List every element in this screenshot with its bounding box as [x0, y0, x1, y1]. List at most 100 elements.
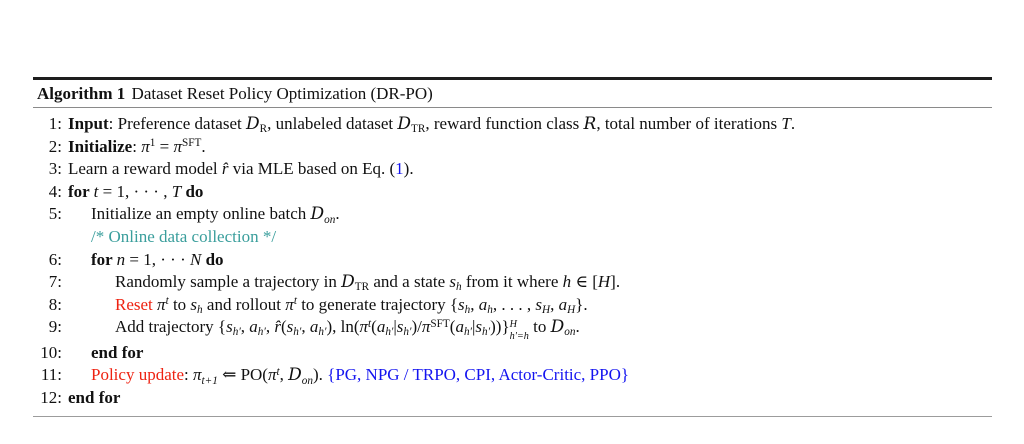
line-content: Reset πt to sh and rollout πt to generat… [68, 294, 588, 316]
text-segment: SFT [181, 136, 202, 149]
algorithm-line: 3: Learn a reward model r̂ via MLE based … [33, 158, 992, 181]
text-segment: π [193, 365, 202, 385]
text-segment: h′ [232, 326, 241, 339]
text-segment: Initialize [68, 136, 133, 156]
text-segment: on [324, 213, 336, 226]
comment-line: /* Online data collection */ [33, 226, 992, 249]
text-segment: h [487, 303, 493, 316]
algorithm-header: Algorithm 1 Dataset Reset Policy Optimiz… [33, 80, 992, 107]
text-segment: t [276, 365, 280, 378]
text-segment: h′ [385, 326, 394, 339]
text-segment: Reset [115, 294, 153, 314]
algorithm-line: 5: Initialize an empty online batch Don. [33, 203, 992, 226]
line-content: for t = 1, · · · , T do [68, 182, 203, 201]
text-segment: , unlabeled dataset [267, 114, 398, 133]
algorithm-line: 4: for t = 1, · · · , T do [33, 181, 992, 204]
text-segment: , [240, 317, 250, 337]
line-content: Initialize an empty online batch Don. [68, 204, 340, 226]
text-segment: on [301, 374, 313, 387]
text-segment: }. [575, 294, 588, 314]
text-segment: . [575, 317, 580, 337]
text-segment: h [197, 303, 203, 316]
text-segment: s [458, 294, 465, 314]
algorithm-line: 6: for n = 1, · · · N do [33, 249, 992, 272]
line-content: Input: Preference dataset DR, unlabeled … [68, 114, 795, 136]
text-segment: = [155, 136, 174, 156]
text-segment: ). [312, 365, 328, 385]
text-segment: SFT [430, 317, 450, 330]
text-segment: s [396, 317, 404, 337]
text-segment: a [309, 317, 319, 337]
text-segment: TR [411, 123, 426, 136]
algorithm-label: Algorithm 1 [37, 83, 126, 103]
text-segment: T [171, 181, 182, 201]
line-number: 5: [48, 204, 62, 224]
text-segment: , [550, 294, 559, 314]
line-content: Add trajectory {sh′, ah′, r̂(sh′, ah′), … [68, 317, 580, 341]
text-segment: and rollout [202, 294, 286, 314]
text-segment: a [478, 294, 488, 314]
line-number: 1: [48, 114, 62, 133]
text-segment: h′ [482, 326, 491, 339]
text-segment: via MLE based on Eq. ( [228, 159, 396, 179]
text-segment: ))} [490, 317, 510, 337]
line-number: 8: [48, 294, 62, 314]
text-segment: H [567, 303, 576, 316]
text-segment: Initialize an empty online batch [91, 204, 311, 224]
text-segment: : Preference dataset [108, 114, 246, 133]
line-number: 2: [48, 136, 62, 156]
text-segment: end for [68, 388, 121, 408]
algorithm-line: 11: Policy update: πt+1 ⇐ PO(πt, Don). {P… [33, 364, 992, 387]
text-segment: )/ [411, 317, 422, 337]
text-segment: . [201, 136, 206, 156]
text-segment: T [781, 114, 791, 133]
text-segment: a [249, 317, 258, 337]
text-segment: Learn a reward model [68, 159, 222, 179]
header-rule [33, 106, 992, 108]
line-number: 4: [48, 181, 62, 201]
text-segment: TR [354, 281, 370, 294]
text-segment: for [91, 249, 117, 269]
line-number: 11: [40, 365, 62, 385]
text-segment: , total number of iterations [596, 114, 782, 133]
text-segment: t [93, 181, 99, 201]
text-segment: ( [371, 317, 377, 337]
line-content: Policy update: πt+1 ⇐ PO(πt, Don). {PG, … [68, 365, 630, 387]
text-segment: from it where [461, 272, 563, 292]
text-segment: 1 [149, 136, 156, 149]
line-content: Initialize: π1 = πSFT. [68, 137, 206, 156]
text-segment: s [449, 272, 456, 292]
text-segment: π [141, 136, 150, 156]
text-segment: ]. [610, 272, 621, 292]
text-segment: ). [403, 159, 414, 179]
text-segment: H [597, 272, 611, 292]
text-segment: h′ [463, 326, 473, 339]
text-segment: ( [280, 317, 287, 337]
text-segment: r̂ [274, 317, 281, 337]
line-content: for n = 1, · · · N do [68, 250, 224, 269]
text-segment: a [376, 317, 386, 337]
algorithm-line: 9: Add trajectory {sh′, ah′, r̂(sh′, ah′)… [33, 316, 992, 342]
algorithm-line: 7: Randomly sample a trajectory in DTR an… [33, 271, 992, 294]
line-number: 10: [40, 342, 62, 362]
text-segment: Policy update [91, 365, 185, 385]
text-segment: t+1 [201, 374, 218, 387]
text-segment: : [132, 136, 142, 156]
reference-link[interactable]: {PG, NPG / TRPO, CPI, Actor-Critic, PPO} [327, 365, 630, 385]
line-number: 6: [48, 249, 62, 269]
text-segment: π [421, 317, 431, 337]
text-segment: Input [68, 114, 109, 133]
algorithm-line: 8: Reset πt to sh and rollout πt to gener… [33, 294, 992, 317]
text-segment: ), ln( [326, 317, 360, 337]
text-segment: , [265, 317, 275, 337]
text-segment: on [564, 326, 576, 339]
text-segment: π [285, 294, 294, 314]
text-segment: | [393, 317, 397, 337]
text-segment: do [181, 181, 204, 201]
reference-link[interactable]: 1 [395, 159, 404, 179]
line-number: 12: [40, 388, 62, 408]
algorithm-line: 12: end for [33, 387, 992, 410]
